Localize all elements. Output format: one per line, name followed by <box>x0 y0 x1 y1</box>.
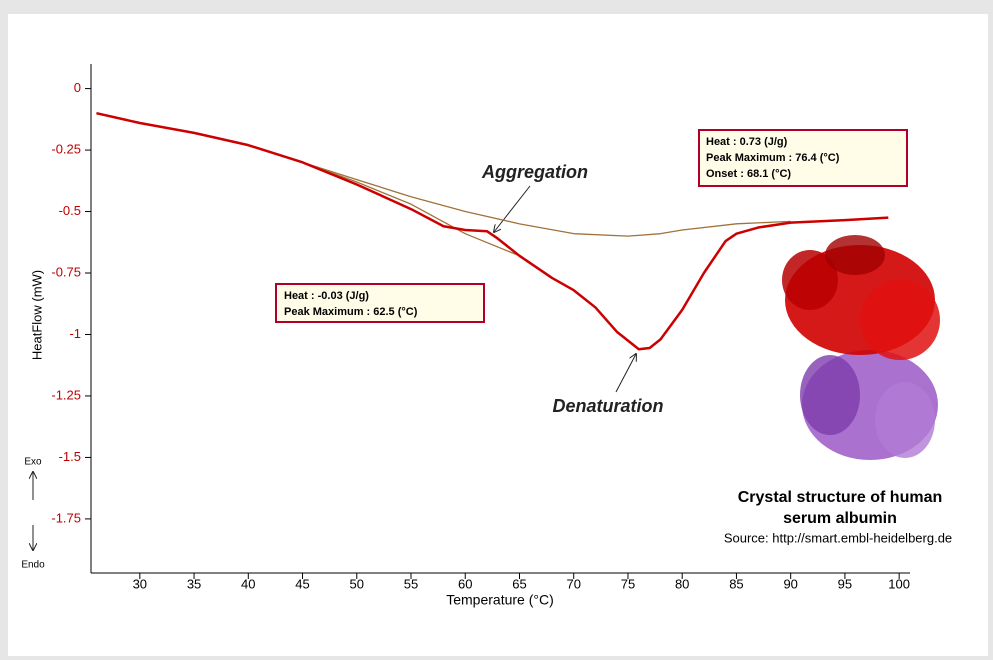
x-tick-label: 60 <box>458 576 472 591</box>
x-tick-label: 95 <box>838 576 852 591</box>
x-tick-label: 100 <box>888 576 910 591</box>
info-text: Heat : -0.03 (J/g) <box>284 290 369 302</box>
x-tick-label: 90 <box>783 576 797 591</box>
y-tick-label: -1 <box>69 326 81 341</box>
annotation: Aggregation <box>481 162 588 182</box>
info-text: Heat : 0.73 (J/g) <box>706 136 788 148</box>
x-tick-label: 30 <box>133 576 147 591</box>
y-axis-label: HeatFlow (mW) <box>29 270 44 360</box>
info-box <box>275 283 485 323</box>
line-series <box>96 111 889 351</box>
x-tick-label: 75 <box>621 576 635 591</box>
annotation-arrow <box>494 185 531 232</box>
source: Source: http://smart.embl-heidelberg.de <box>724 530 952 545</box>
x-tick-label: 65 <box>512 576 526 591</box>
x-tick-label: 55 <box>404 576 418 591</box>
line-series <box>302 161 791 237</box>
x-tick-label: 45 <box>295 576 309 591</box>
protein-image <box>782 235 940 460</box>
x-tick-label: 35 <box>187 576 201 591</box>
line-series <box>302 161 520 257</box>
x-tick-label: 70 <box>566 576 580 591</box>
info-text: Peak Maximum : 62.5 (°C) <box>284 306 418 318</box>
y-tick-label: 0 <box>74 80 81 95</box>
y-tick-label: -0.25 <box>51 142 81 157</box>
info-box <box>698 129 908 187</box>
caption: Crystal structure of human <box>738 489 942 506</box>
annotation: Denaturation <box>552 396 663 416</box>
y-tick-label: -1.5 <box>59 449 81 464</box>
info-text: Peak Maximum : 76.4 (°C) <box>706 152 840 164</box>
exo-label: Exo <box>24 457 42 468</box>
x-tick-label: 85 <box>729 576 743 591</box>
annotation-arrow <box>615 354 636 393</box>
y-tick-label: -0.75 <box>51 264 81 279</box>
x-tick-label: 50 <box>350 576 364 591</box>
x-tick-label: 80 <box>675 576 689 591</box>
y-tick-label: -0.5 <box>59 203 81 218</box>
endo-label: Endo <box>21 560 45 571</box>
caption: serum albumin <box>783 510 897 527</box>
y-tick-label: -1.75 <box>51 510 81 525</box>
info-text: Onset : 68.1 (°C) <box>706 168 791 180</box>
x-axis-label: Temperature (°C) <box>446 592 554 608</box>
y-tick-label: -1.25 <box>51 387 81 402</box>
x-tick-label: 40 <box>241 576 255 591</box>
